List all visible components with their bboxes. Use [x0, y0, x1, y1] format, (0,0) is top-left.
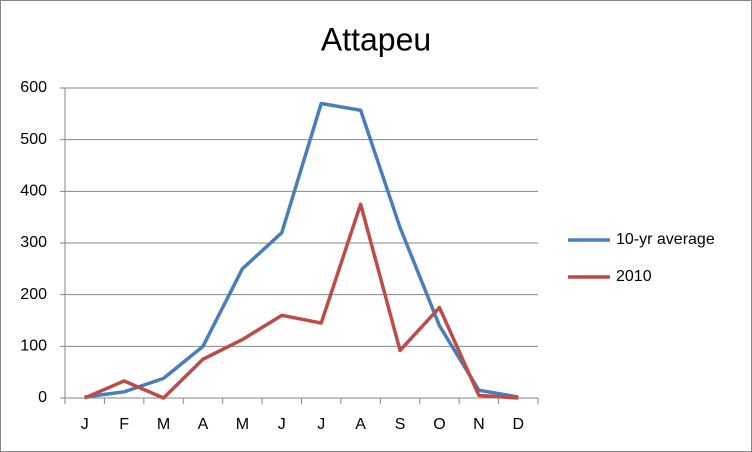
- x-tick-label: J: [317, 416, 325, 433]
- x-tick-label: F: [119, 416, 129, 433]
- legend-label: 2010: [616, 268, 652, 285]
- y-tick-label: 600: [20, 79, 47, 96]
- series-line: [84, 202, 519, 400]
- chart-title: Attapeu: [321, 21, 431, 57]
- x-tick-label: M: [157, 416, 170, 433]
- x-tick-label: A: [198, 416, 209, 433]
- y-tick-label: 200: [20, 286, 47, 303]
- x-tick-label: M: [236, 416, 249, 433]
- y-tick-label: 100: [20, 338, 47, 355]
- series-line: [84, 101, 519, 399]
- x-tick-label: J: [81, 416, 89, 433]
- x-tick-label: S: [395, 416, 406, 433]
- y-tick-label: 500: [20, 131, 47, 148]
- x-tick-label: O: [433, 416, 445, 433]
- y-tick-label: 300: [20, 234, 47, 251]
- x-tick-label: J: [278, 416, 286, 433]
- y-tick-label: 400: [20, 183, 47, 200]
- x-tick-label: A: [355, 416, 366, 433]
- x-tick-label: N: [473, 416, 485, 433]
- legend-label: 10-yr average: [616, 231, 715, 248]
- y-tick-label: 0: [38, 389, 47, 406]
- x-tick-label: D: [513, 416, 525, 433]
